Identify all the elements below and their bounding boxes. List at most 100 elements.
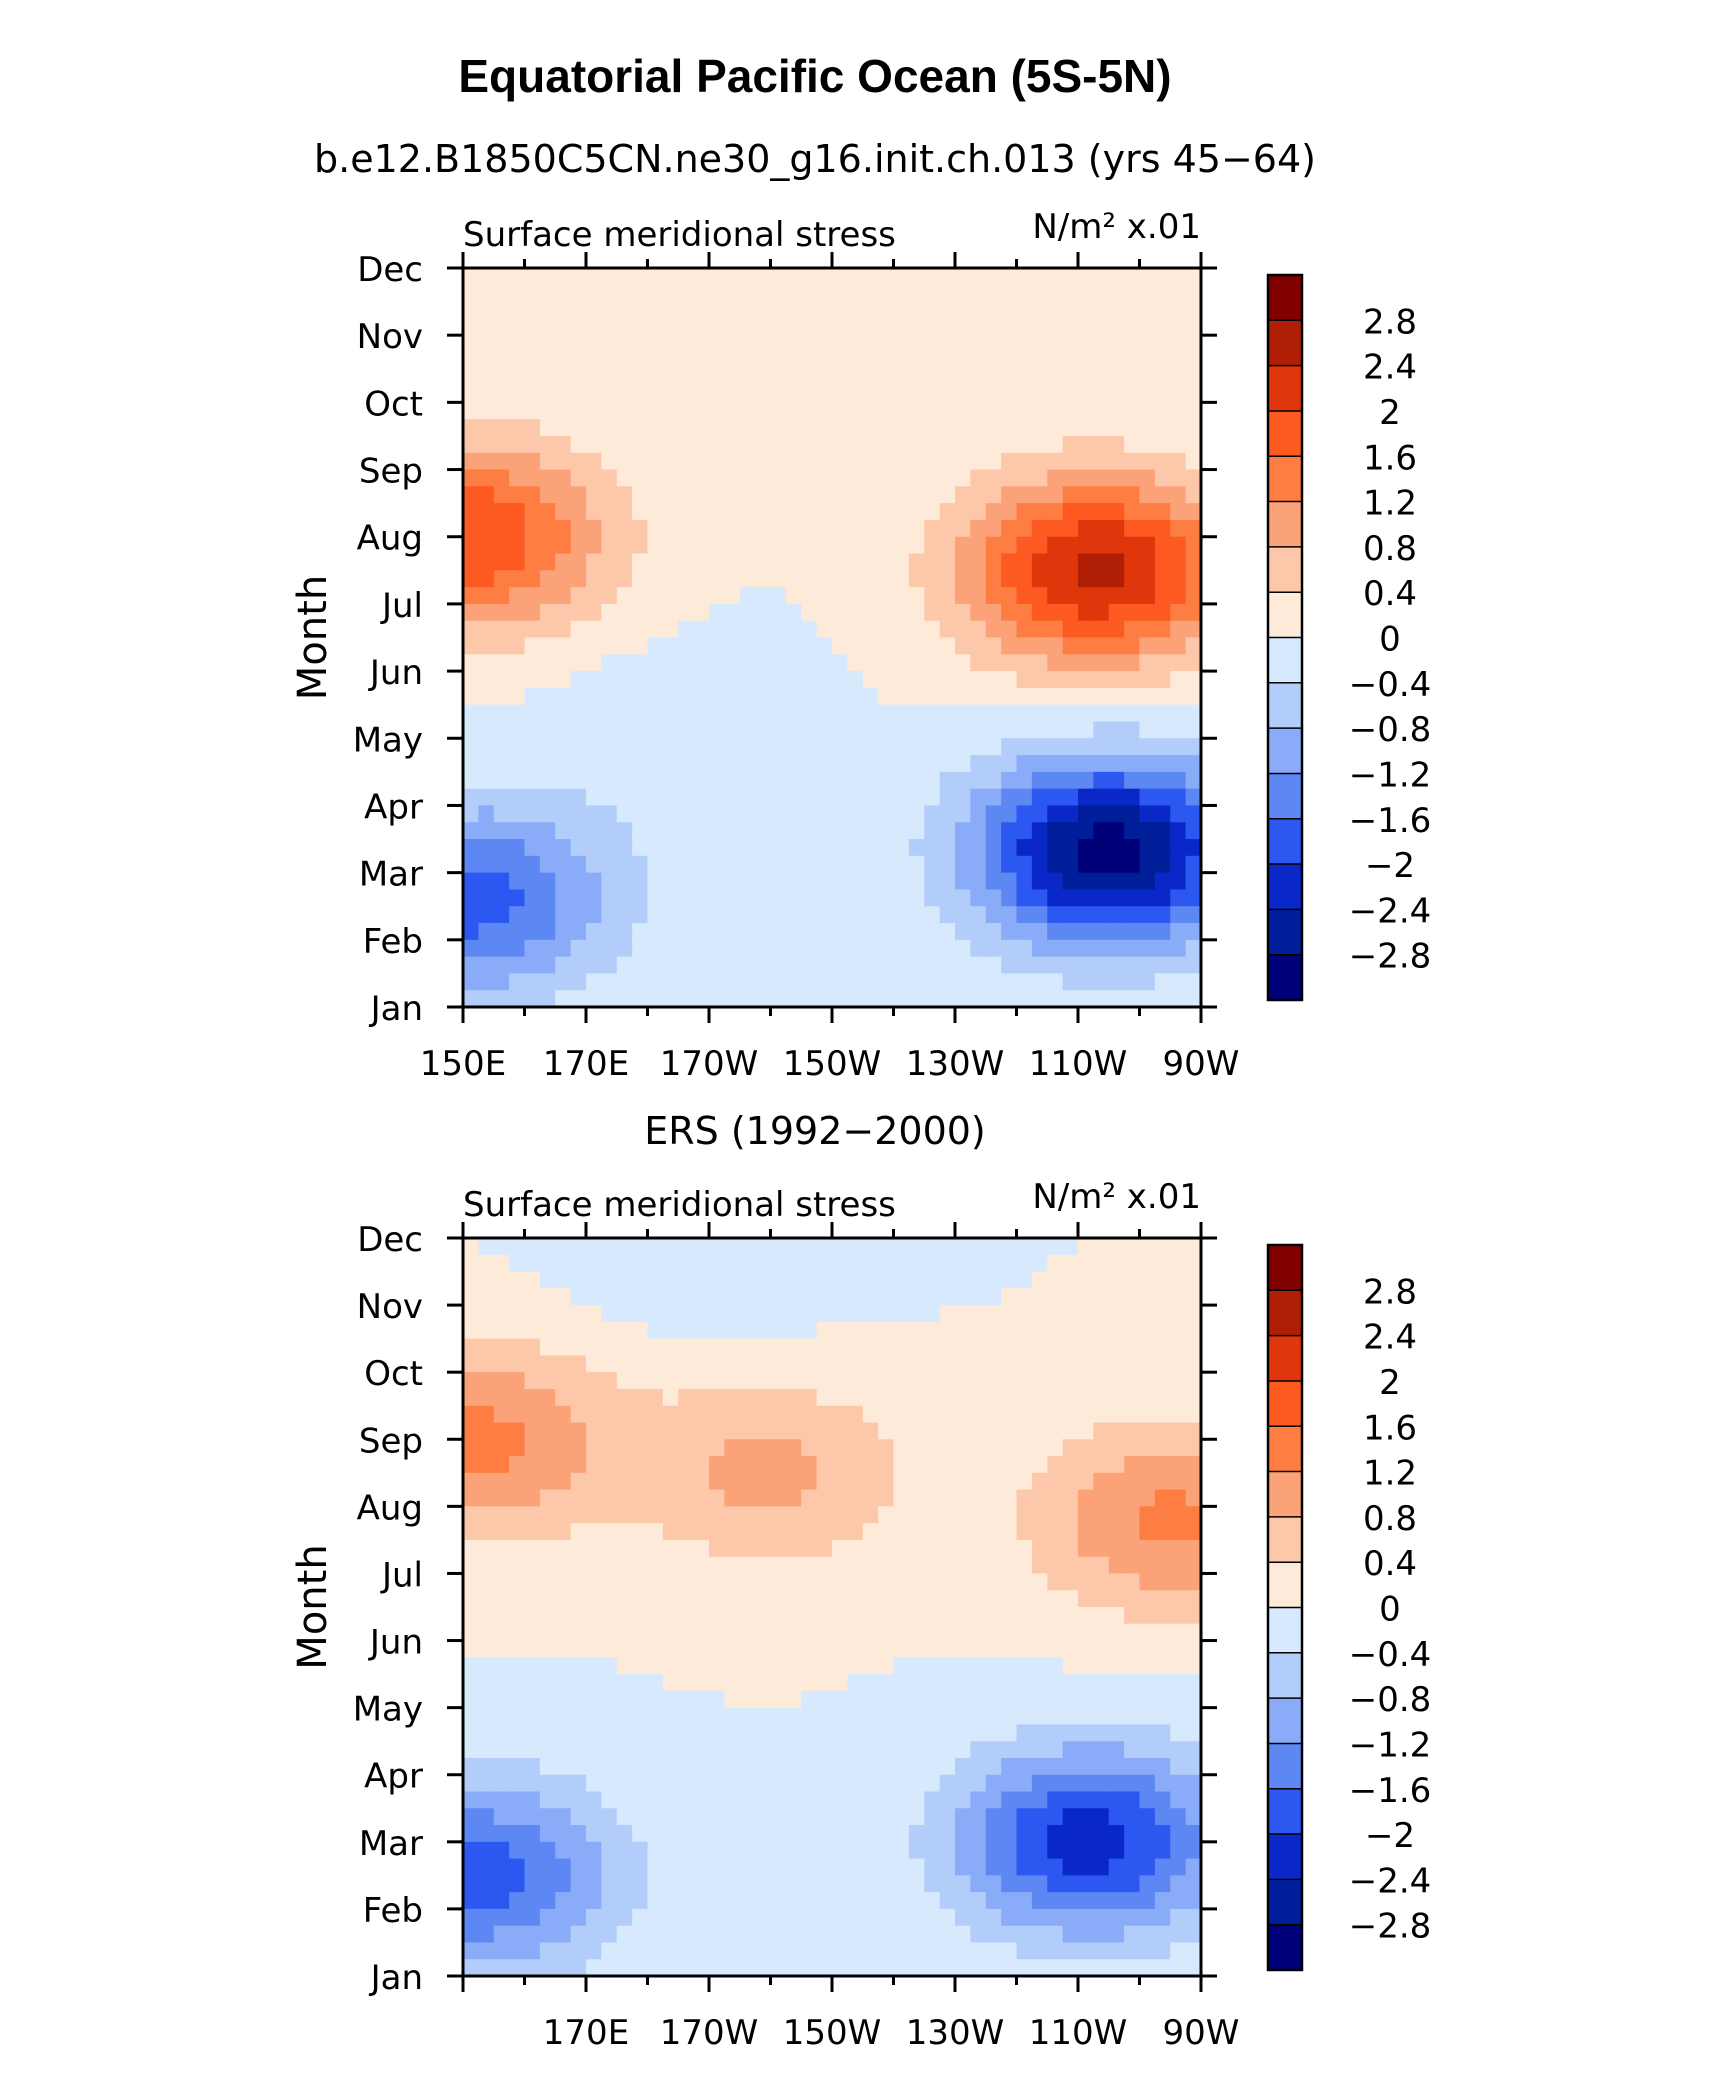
field-cell [878, 402, 895, 420]
field-cell [463, 1489, 479, 1507]
field-cell [693, 1674, 710, 1692]
field-cell [647, 906, 664, 924]
field-cell [878, 301, 895, 319]
field-cell [832, 671, 848, 689]
field-cell [1031, 603, 1048, 622]
field-cell [570, 1305, 587, 1323]
field-cell [1001, 452, 1018, 471]
field-cell [724, 755, 741, 773]
field-cell [1078, 671, 1094, 689]
field-cell [1016, 1757, 1033, 1776]
field-cell [709, 1724, 725, 1742]
field-cell [939, 351, 956, 370]
field-cell [678, 1757, 695, 1776]
field-cell [970, 1690, 987, 1709]
field-cell [755, 1489, 772, 1507]
field-cell [1124, 1523, 1141, 1541]
field-cell [739, 1556, 756, 1575]
field-cell [724, 1372, 741, 1390]
field-cell [755, 939, 772, 958]
field-cell [662, 687, 679, 706]
field-cell [570, 1707, 587, 1726]
field-cell [862, 1456, 879, 1474]
field-cell [755, 1690, 772, 1709]
field-cell [847, 1271, 864, 1289]
field-cell [1001, 603, 1018, 622]
field-cell [1062, 1271, 1079, 1289]
field-cell [1001, 351, 1018, 370]
field-cell [755, 1254, 772, 1273]
field-cell [632, 654, 649, 672]
field-cell [524, 1825, 541, 1843]
field-cell [570, 587, 587, 605]
field-cell [1108, 402, 1125, 420]
field-cell [1001, 1305, 1018, 1323]
field-cell [493, 671, 510, 689]
field-cell [1016, 351, 1033, 370]
colorbar-label: −0.4 [1349, 1635, 1432, 1675]
field-cell [1062, 855, 1079, 874]
field-cell [586, 1288, 602, 1306]
field-cell [1031, 1607, 1048, 1625]
field-cell [739, 570, 756, 588]
field-cell [1139, 486, 1156, 504]
field-cell [755, 973, 772, 991]
field-cell [893, 1808, 910, 1826]
field-cell [509, 469, 526, 487]
field-cell [785, 1724, 802, 1742]
field-cell [1047, 1841, 1064, 1860]
field-cell [816, 1254, 833, 1273]
field-cell [878, 1908, 895, 1927]
field-cell [924, 1741, 941, 1759]
colorbar-label: 1.6 [1363, 438, 1417, 478]
field-cell [893, 301, 910, 319]
field-cell [1062, 687, 1079, 706]
field-cell [1093, 469, 1110, 487]
field-cell [878, 1489, 895, 1507]
field-cell [878, 486, 895, 504]
field-cell [878, 519, 895, 538]
field-cell [1031, 1372, 1048, 1390]
field-cell [893, 1506, 910, 1524]
field-cell [955, 771, 971, 790]
field-cell [1108, 620, 1125, 639]
field-cell [1093, 771, 1110, 790]
field-cell [539, 788, 556, 807]
field-cell [1047, 1690, 1064, 1709]
field-cell [693, 1271, 710, 1289]
field-cell [478, 452, 495, 471]
field-cell [908, 1506, 925, 1524]
field-cell [1093, 1238, 1110, 1256]
field-cell [1001, 1338, 1018, 1357]
field-cell [1078, 1238, 1094, 1256]
field-cell [1062, 1925, 1079, 1944]
field-cell [709, 654, 725, 672]
field-cell [1170, 906, 1187, 924]
field-cell [1170, 923, 1187, 941]
field-cell [463, 1305, 479, 1323]
field-cell [616, 1690, 633, 1709]
field-cell [632, 603, 649, 622]
colorbar-label: −2 [1365, 1816, 1415, 1856]
field-cell [816, 1590, 833, 1608]
field-cell [801, 1254, 818, 1273]
field-cell [493, 402, 510, 420]
field-cell [1062, 1456, 1079, 1474]
field-cell [862, 301, 879, 319]
field-cell [463, 1690, 479, 1709]
field-cell [1016, 1858, 1033, 1876]
field-cell [1016, 1271, 1033, 1289]
field-cell [724, 939, 741, 958]
field-cell [1001, 1439, 1018, 1457]
field-cell [878, 839, 895, 857]
field-cell [632, 637, 649, 655]
field-cell [739, 1523, 756, 1541]
field-cell [478, 1774, 495, 1793]
field-cell [601, 1539, 618, 1558]
colorbar-label: −1.6 [1349, 801, 1432, 841]
field-cell [570, 1372, 587, 1390]
colorbar-swatch [1268, 1562, 1302, 1608]
field-cell [832, 855, 848, 874]
field-cell [847, 268, 864, 286]
field-cell [1170, 351, 1187, 370]
